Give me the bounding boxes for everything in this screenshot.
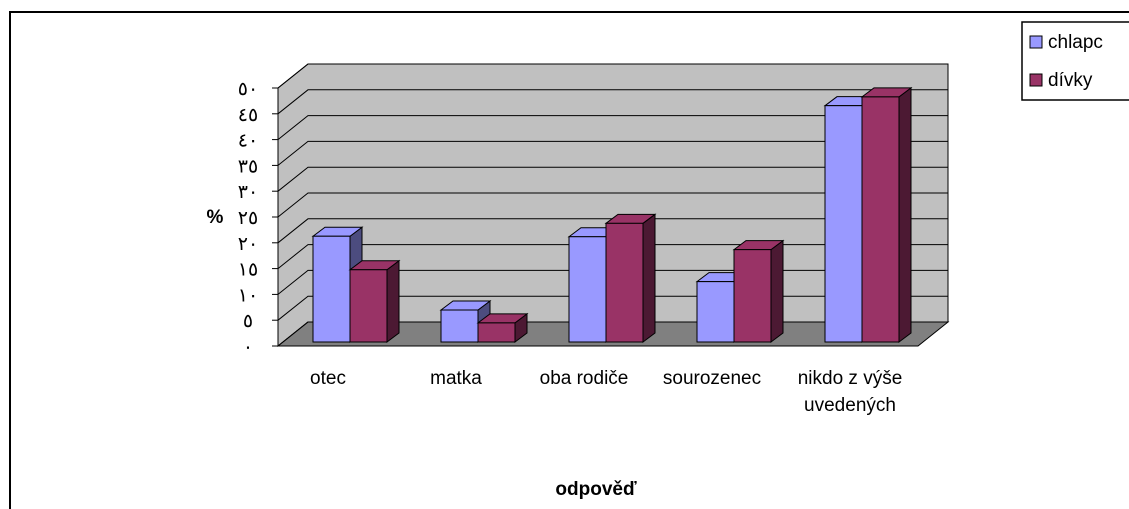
grid-line — [277, 218, 948, 244]
y-tick-label: ٣٠ — [238, 182, 258, 203]
grid-line — [277, 63, 948, 89]
x-tick-label: nikdo z výše uvedených — [797, 368, 903, 416]
bar — [568, 236, 607, 343]
x-axis-label: odpověď — [555, 479, 637, 500]
bar-side — [898, 86, 912, 343]
bar-side — [642, 213, 656, 343]
bar — [477, 322, 516, 343]
legend-box — [1021, 21, 1129, 101]
y-tick-label: ٤٠ — [238, 131, 258, 152]
y-tick-label: ٠ — [243, 337, 253, 358]
bar — [312, 235, 351, 343]
legend-label: dívky — [1048, 70, 1093, 91]
grid-line — [277, 115, 948, 140]
grid-line — [277, 192, 948, 218]
y-tick-label: ١٠ — [238, 285, 258, 306]
bar — [733, 249, 772, 343]
y-tick-label: ٢٠ — [238, 234, 258, 255]
y-tick-label: ١٥ — [238, 260, 258, 281]
y-axis-label: % — [207, 207, 224, 228]
x-tick-label: oba rodiče — [539, 368, 629, 389]
y-tick-label: ٥٠ — [238, 79, 258, 100]
legend-swatch — [1029, 73, 1043, 87]
x-tick-label: sourozenec — [662, 368, 762, 389]
y-tick-label: ٤٥ — [238, 105, 258, 126]
grid-line — [277, 89, 948, 115]
grid-line — [277, 244, 948, 269]
y-tick-label: ٥ — [243, 311, 253, 332]
grid-line — [277, 166, 948, 192]
bar — [696, 281, 735, 343]
bar-side — [386, 259, 400, 343]
bar — [440, 309, 479, 343]
y-tick-label: ٣٥ — [238, 156, 258, 177]
legend-swatch — [1029, 35, 1043, 49]
bar — [349, 269, 388, 343]
bar — [824, 105, 863, 343]
y-tick-label: ٢٥ — [238, 208, 258, 229]
bar — [861, 96, 900, 343]
bar — [605, 222, 644, 343]
legend-label: chlapc — [1048, 32, 1103, 53]
x-tick-label: otec — [310, 368, 346, 389]
x-tick-label: matka — [430, 368, 482, 389]
bar-side — [770, 239, 784, 343]
grid-line — [277, 140, 948, 166]
